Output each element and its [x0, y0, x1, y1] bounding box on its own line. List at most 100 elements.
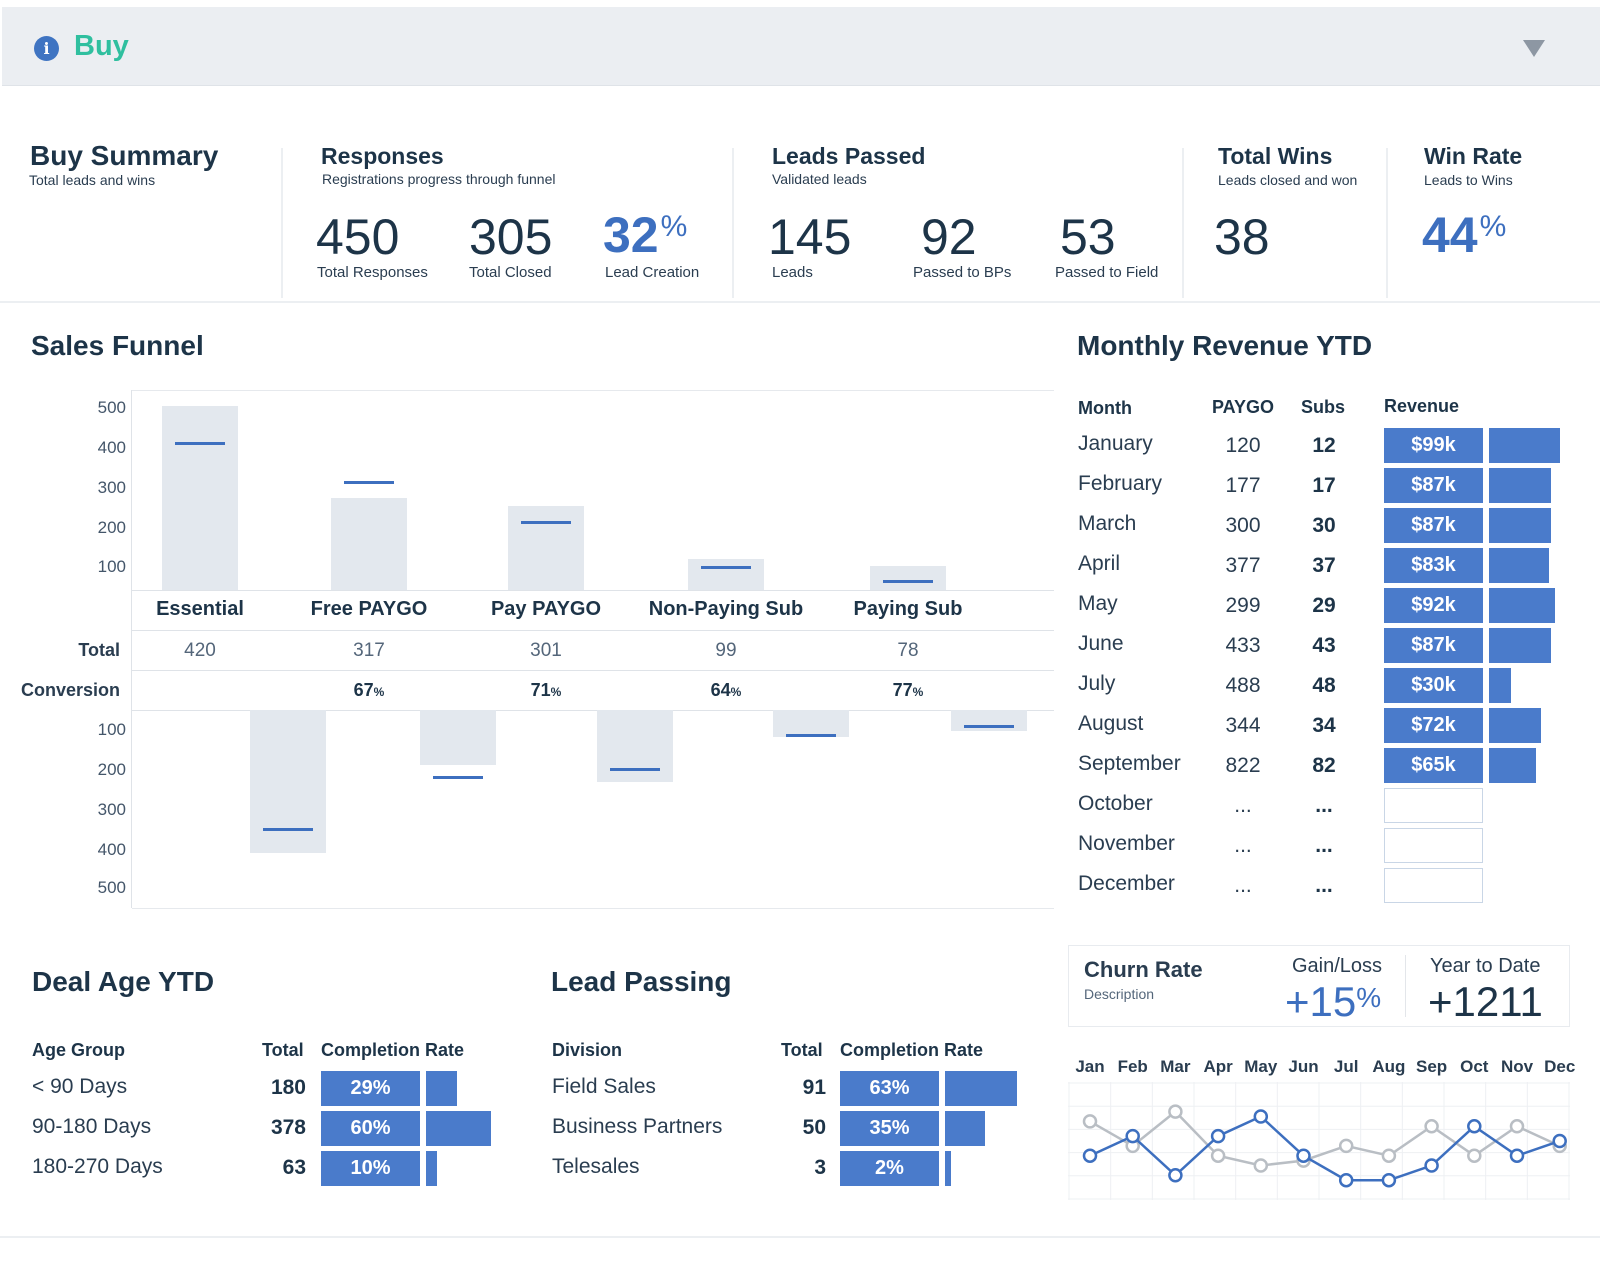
conversion-row-label: Conversion [20, 680, 120, 700]
funnel-target-mark [883, 580, 933, 584]
subs-cell: 12 [1312, 434, 1336, 457]
revenue-bar [1489, 748, 1536, 783]
paygo-cell: 299 [1225, 594, 1261, 617]
series-line [1089, 1115, 1561, 1182]
month-label: Jan [1075, 1057, 1105, 1076]
funnel-target-mark [701, 565, 751, 569]
divider [0, 301, 1600, 303]
completion-rate-value: 35% [840, 1111, 939, 1146]
subs-cell: 48 [1312, 674, 1336, 697]
month-cell: June [1078, 632, 1124, 655]
passed-to-field-label: Passed to Field [1055, 264, 1159, 281]
funnel-total-value: 420 [184, 640, 216, 661]
series-point [1424, 1119, 1439, 1134]
row-label: Business Partners [552, 1115, 723, 1138]
revenue-bar [1489, 628, 1552, 663]
month-label: Dec [1544, 1057, 1576, 1076]
revenue-value: $87k [1384, 468, 1483, 503]
series-point [1210, 1128, 1226, 1144]
revenue-value: $87k [1384, 628, 1483, 663]
lead-passing-table: Field Sales 91 63% Business Partners 50 35% Te… [552, 1071, 1017, 1186]
section-header[interactable] [2, 7, 1600, 86]
divider [1405, 955, 1406, 1017]
axis-tick-label: 200 [97, 518, 126, 537]
subs-cell: 43 [1312, 634, 1336, 657]
series-line [1089, 1109, 1561, 1167]
total-closed-label: Total Closed [469, 264, 552, 281]
series-point [1253, 1158, 1269, 1173]
grid-line [132, 908, 1054, 909]
revenue-value [1384, 868, 1483, 903]
funnel-stage-label: Pay PAYGO [490, 598, 602, 620]
funnel-conversion-value: 67% [353, 680, 385, 700]
grid-line [132, 590, 1054, 591]
series-point [1082, 1114, 1098, 1129]
deal-total-header: Total [262, 1040, 304, 1060]
revenue-value: $30k [1384, 668, 1483, 703]
divider [732, 148, 734, 298]
series-point [1467, 1148, 1482, 1163]
funnel-bar-bottom [773, 710, 849, 738]
funnel-stage-label: Paying Sub [853, 598, 963, 620]
divider [0, 1236, 1600, 1238]
month-cell: April [1078, 552, 1121, 575]
row-label: 90-180 Days [32, 1115, 152, 1138]
funnel-target-mark [433, 775, 483, 779]
grid-line [132, 390, 1054, 391]
caret-down-icon[interactable] [1523, 40, 1545, 57]
paygo-cell: 433 [1225, 634, 1261, 657]
row-label: < 90 Days [32, 1075, 128, 1098]
subs-cell: ... [1315, 794, 1333, 817]
leads-label: Leads [772, 264, 813, 281]
paygo-cell: 120 [1225, 434, 1261, 457]
leads-value: 145 [768, 209, 852, 265]
completion-rate-value: 10% [321, 1151, 420, 1186]
revenue-value [1384, 828, 1483, 863]
month-label: Apr [1203, 1057, 1233, 1076]
info-icon[interactable]: i [34, 36, 59, 61]
grid-line [132, 710, 1054, 711]
revenue-value: $83k [1384, 548, 1483, 583]
subs-cell: 37 [1312, 554, 1336, 577]
sales-funnel-chart: 500 400 300 200 100 100 200 300 400 500 Total Conve… [0, 0, 1060, 920]
funnel-target-mark [344, 481, 394, 485]
divider [281, 148, 283, 298]
churn-description: Description [1084, 986, 1155, 1002]
deal-age-table: < 90 Days 180 29% 90-180 Days 378 60% 180-270 … [0, 0, 520, 1240]
subs-header: Subs [1301, 397, 1346, 417]
axis-tick-label: 400 [97, 840, 126, 859]
month-cell: March [1078, 512, 1137, 535]
paygo-header: PAYGO [1212, 397, 1275, 417]
funnel-total-value: 99 [715, 640, 737, 661]
funnel-stage-label: Essential [156, 598, 244, 620]
division-header: Division [552, 1040, 623, 1060]
funnel-target-mark [786, 733, 836, 737]
funnel-target-mark [964, 725, 1014, 729]
responses-title: Responses [321, 143, 444, 169]
churn-line-chart [1068, 1082, 1570, 1200]
month-cell: May [1078, 592, 1118, 615]
funnel-target-mark [263, 828, 313, 832]
series-point [1125, 1128, 1140, 1144]
revenue-value [1384, 788, 1483, 823]
grid-line [132, 670, 1054, 671]
funnel-bar-top [331, 497, 407, 590]
month-label: Sep [1416, 1057, 1448, 1076]
revenue-value: $99k [1384, 428, 1483, 463]
total-responses-label: Total Responses [317, 264, 428, 281]
axis-tick-label: 100 [97, 720, 126, 739]
divider [1386, 148, 1388, 298]
funnel-conversion-value: 71% [530, 680, 562, 700]
axis-tick-label: 300 [97, 478, 126, 497]
revenue-value: $92k [1384, 588, 1483, 623]
series-point [1338, 1172, 1354, 1188]
leads-passed-subtitle: Validated leads [772, 171, 867, 187]
month-cell: September [1078, 752, 1181, 775]
total-wins-title: Total Wins [1218, 143, 1333, 169]
month-cell: November [1078, 832, 1175, 855]
funnel-target-mark [175, 441, 225, 445]
row-total: 180 [270, 1076, 306, 1099]
total-row-label: Total [78, 640, 120, 660]
funnel-bar-top [688, 558, 764, 590]
month-label: Nov [1500, 1057, 1534, 1076]
